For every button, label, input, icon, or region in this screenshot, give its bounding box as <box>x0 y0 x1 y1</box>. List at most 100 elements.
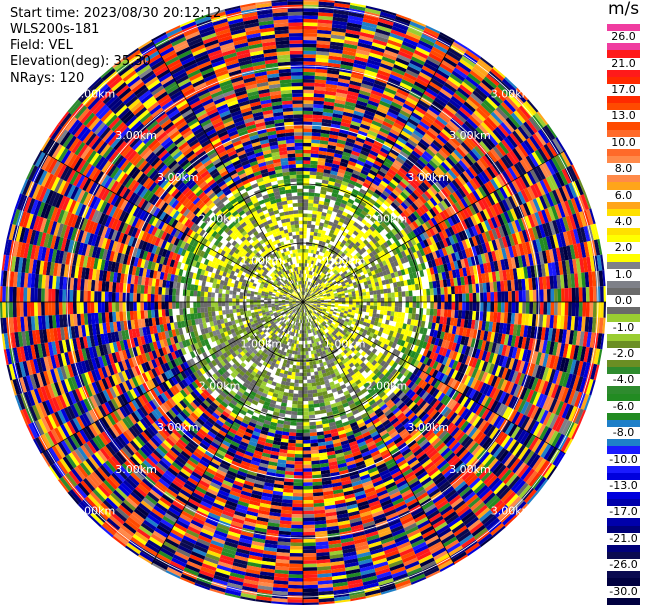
velocity-gate <box>486 302 491 312</box>
velocity-gate <box>325 289 329 292</box>
velocity-gate <box>434 337 440 346</box>
velocity-gate <box>322 284 326 288</box>
velocity-gate <box>502 269 508 281</box>
velocity-gate <box>518 302 523 314</box>
velocity-gate <box>448 325 454 334</box>
velocity-gate <box>535 238 542 252</box>
velocity-gate <box>353 59 368 67</box>
velocity-gate <box>583 241 590 258</box>
velocity-gate <box>303 563 317 568</box>
velocity-gate <box>381 260 388 266</box>
velocity-gate <box>444 228 452 238</box>
velocity-gate <box>429 185 438 196</box>
velocity-gate <box>435 69 450 80</box>
velocity-gate <box>303 259 306 264</box>
velocity-gate <box>445 237 452 247</box>
velocity-gate <box>312 389 318 394</box>
velocity-gate <box>291 407 298 412</box>
velocity-gate <box>589 286 594 302</box>
velocity-gate <box>522 202 531 216</box>
velocity-gate <box>412 228 420 237</box>
velocity-gate <box>444 294 449 302</box>
velocity-gate <box>592 286 597 302</box>
velocity-gate <box>309 256 313 261</box>
velocity-gate <box>352 259 358 265</box>
velocity-gate <box>421 204 429 213</box>
velocity-gate <box>303 602 319 605</box>
velocity-gate <box>486 194 496 206</box>
velocity-gate <box>331 27 347 33</box>
velocity-gate <box>451 294 456 302</box>
velocity-gate <box>338 276 343 281</box>
velocity-gate <box>369 290 374 295</box>
velocity-gate <box>575 258 582 274</box>
velocity-gate <box>352 147 362 154</box>
velocity-gate <box>349 219 356 225</box>
velocity-gate <box>311 382 317 387</box>
velocity-gate <box>485 207 494 219</box>
velocity-gate <box>440 161 451 172</box>
velocity-gate <box>497 291 502 302</box>
velocity-gate <box>501 139 513 153</box>
velocity-gate <box>442 316 448 325</box>
velocity-gate <box>284 471 295 476</box>
velocity-gate <box>334 182 342 188</box>
velocity-gate <box>303 383 308 387</box>
velocity-gate <box>385 171 395 179</box>
velocity-gate <box>407 284 413 291</box>
velocity-gate <box>345 141 355 148</box>
velocity-gate <box>484 241 492 253</box>
velocity-gate <box>328 232 334 238</box>
velocity-gate <box>332 160 341 166</box>
velocity-gate <box>505 235 512 247</box>
velocity-gate <box>425 229 433 238</box>
velocity-gate <box>351 224 358 231</box>
velocity-gate <box>387 297 392 302</box>
velocity-gate <box>303 61 316 66</box>
velocity-gate <box>467 216 475 228</box>
velocity-gate <box>361 218 368 225</box>
velocity-gate <box>390 202 399 210</box>
velocity-gate <box>390 70 404 79</box>
velocity-gate <box>336 273 341 277</box>
velocity-gate <box>318 154 327 159</box>
velocity-gate <box>387 273 392 280</box>
velocity-gate <box>378 18 394 26</box>
velocity-gate <box>376 217 384 225</box>
velocity-gate <box>585 302 590 317</box>
velocity-gate <box>424 221 432 230</box>
velocity-gate <box>510 312 516 325</box>
velocity-gate <box>315 58 329 63</box>
velocity-gate <box>337 245 343 251</box>
velocity-gate <box>303 29 318 34</box>
velocity-gate <box>305 344 308 348</box>
velocity-gate <box>469 328 475 339</box>
velocity-gate <box>542 367 550 381</box>
velocity-gate <box>306 299 310 301</box>
velocity-gate <box>454 285 459 294</box>
velocity-gate <box>313 265 317 269</box>
velocity-gate <box>334 305 339 308</box>
velocity-gate <box>396 170 406 179</box>
velocity-gate <box>442 209 451 219</box>
velocity-gate <box>321 179 329 185</box>
velocity-gate <box>331 116 342 122</box>
velocity-gate <box>336 194 344 200</box>
velocity-gate <box>316 295 320 298</box>
velocity-gate <box>344 216 351 223</box>
velocity-gate <box>400 78 414 88</box>
velocity-gate <box>357 191 365 198</box>
velocity-gate <box>479 292 484 302</box>
velocity-gate <box>303 287 305 292</box>
velocity-gate <box>387 292 392 298</box>
velocity-gate <box>363 281 368 286</box>
velocity-gate <box>574 179 584 196</box>
velocity-gate <box>508 291 512 302</box>
velocity-gate <box>448 181 458 192</box>
velocity-gate <box>306 300 310 302</box>
velocity-gate <box>400 44 416 53</box>
velocity-gate <box>458 241 465 251</box>
velocity-gate <box>326 187 334 193</box>
velocity-gate <box>313 250 317 255</box>
velocity-gate <box>435 316 441 324</box>
